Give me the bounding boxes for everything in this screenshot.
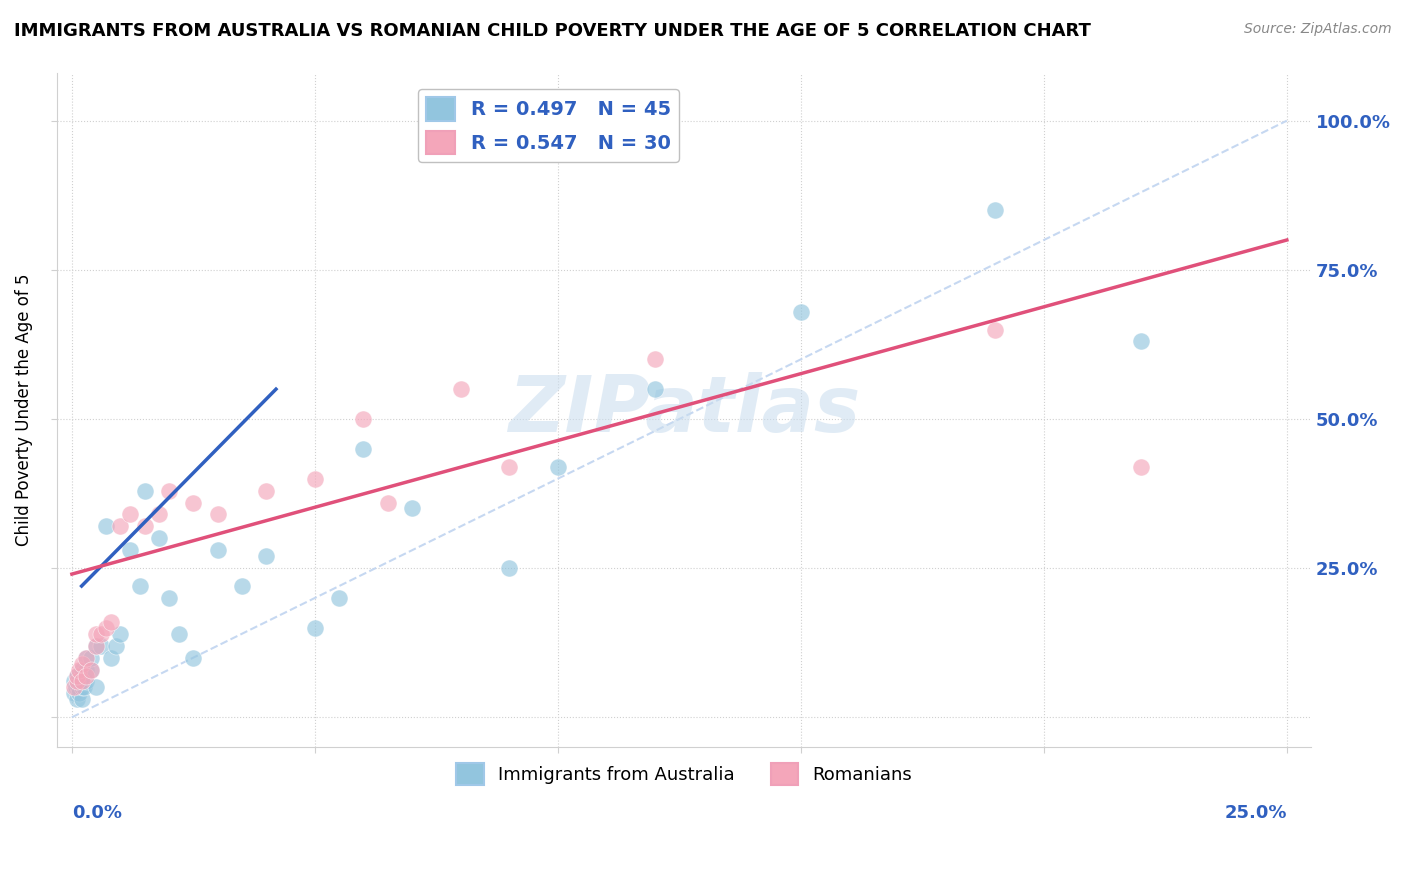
Point xyxy=(66,668,89,682)
Point xyxy=(67,674,90,689)
Point xyxy=(90,639,112,653)
Point xyxy=(134,519,156,533)
Point xyxy=(254,549,277,564)
Point xyxy=(984,322,1007,336)
Point xyxy=(84,681,107,695)
Point xyxy=(104,639,127,653)
Point xyxy=(63,674,86,689)
Text: Source: ZipAtlas.com: Source: ZipAtlas.com xyxy=(1244,22,1392,37)
Legend: Immigrants from Australia, Romanians: Immigrants from Australia, Romanians xyxy=(450,756,920,792)
Point xyxy=(84,639,107,653)
Point xyxy=(75,674,97,689)
Point xyxy=(110,626,132,640)
Point xyxy=(790,304,813,318)
Text: 25.0%: 25.0% xyxy=(1225,805,1286,822)
Point xyxy=(328,591,350,605)
Point xyxy=(183,495,205,509)
Point xyxy=(70,674,93,689)
Y-axis label: Child Poverty Under the Age of 5: Child Poverty Under the Age of 5 xyxy=(15,274,32,546)
Point xyxy=(120,508,142,522)
Point xyxy=(498,561,520,575)
Point xyxy=(67,686,90,700)
Point xyxy=(75,650,97,665)
Point xyxy=(644,352,666,367)
Point xyxy=(75,668,97,682)
Text: ZIPatlas: ZIPatlas xyxy=(508,372,860,448)
Point xyxy=(66,681,89,695)
Point xyxy=(129,579,152,593)
Point xyxy=(1130,459,1153,474)
Point xyxy=(100,615,122,629)
Point xyxy=(353,442,375,456)
Point xyxy=(254,483,277,498)
Point xyxy=(207,543,229,558)
Point xyxy=(304,621,326,635)
Point xyxy=(84,626,107,640)
Point xyxy=(70,692,93,706)
Point xyxy=(84,639,107,653)
Point xyxy=(183,650,205,665)
Text: IMMIGRANTS FROM AUSTRALIA VS ROMANIAN CHILD POVERTY UNDER THE AGE OF 5 CORRELATI: IMMIGRANTS FROM AUSTRALIA VS ROMANIAN CH… xyxy=(14,22,1091,40)
Point xyxy=(498,459,520,474)
Point xyxy=(167,626,190,640)
Point xyxy=(70,668,93,682)
Point xyxy=(450,382,472,396)
Point xyxy=(401,501,423,516)
Point xyxy=(67,663,90,677)
Point xyxy=(304,472,326,486)
Point xyxy=(73,681,96,695)
Point xyxy=(94,621,117,635)
Point xyxy=(70,657,93,671)
Point xyxy=(1130,334,1153,349)
Point xyxy=(70,663,93,677)
Point xyxy=(148,531,170,545)
Point xyxy=(70,681,93,695)
Point xyxy=(148,508,170,522)
Point xyxy=(231,579,253,593)
Point xyxy=(377,495,399,509)
Point xyxy=(100,650,122,665)
Point xyxy=(65,681,87,695)
Point xyxy=(353,412,375,426)
Point xyxy=(120,543,142,558)
Point xyxy=(157,483,180,498)
Point xyxy=(66,674,89,689)
Point xyxy=(90,626,112,640)
Point xyxy=(207,508,229,522)
Point xyxy=(110,519,132,533)
Point xyxy=(134,483,156,498)
Point xyxy=(644,382,666,396)
Point xyxy=(75,650,97,665)
Point xyxy=(63,686,86,700)
Point xyxy=(63,681,86,695)
Point xyxy=(80,663,103,677)
Point xyxy=(80,650,103,665)
Point xyxy=(66,668,89,682)
Point xyxy=(984,203,1007,218)
Point xyxy=(80,663,103,677)
Point xyxy=(94,519,117,533)
Text: 0.0%: 0.0% xyxy=(72,805,122,822)
Point xyxy=(547,459,569,474)
Point xyxy=(66,692,89,706)
Point xyxy=(75,663,97,677)
Point xyxy=(157,591,180,605)
